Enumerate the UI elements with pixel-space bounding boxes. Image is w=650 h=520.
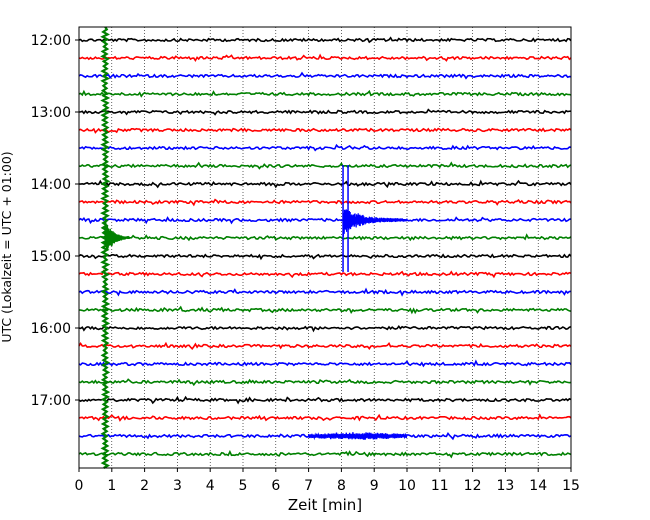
y-tick-label: 17:00 <box>31 393 71 409</box>
trace-row <box>78 413 572 422</box>
y-tick-label: 13:00 <box>31 105 71 121</box>
x-tick-label: 8 <box>337 478 346 494</box>
y-axis-ticks: 12:00 13:00 14:00 15:00 16:00 17:00 <box>31 33 79 409</box>
trace-row <box>78 127 572 134</box>
event-bulge <box>307 432 408 441</box>
x-tick-label: 9 <box>370 478 379 494</box>
trace-row <box>78 341 572 350</box>
x-tick-label: 14 <box>529 478 547 494</box>
x-tick-label: 4 <box>206 478 215 494</box>
trace-row <box>78 287 572 297</box>
y-tick-label: 16:00 <box>31 321 71 337</box>
x-tick-label: 5 <box>239 478 248 494</box>
trace-row <box>78 395 572 405</box>
x-tick-label: 6 <box>271 478 280 494</box>
x-tick-label: 15 <box>562 478 580 494</box>
trace-row <box>78 378 572 387</box>
event-spike <box>99 26 111 469</box>
y-tick-label: 15:00 <box>31 249 71 265</box>
trace-row <box>78 233 572 242</box>
y-tick-label: 14:00 <box>31 177 71 193</box>
x-tick-label: 12 <box>464 478 482 494</box>
x-tick-label: 0 <box>75 478 84 494</box>
x-tick-label: 1 <box>107 478 116 494</box>
x-tick-label: 2 <box>140 478 149 494</box>
trace-row <box>78 359 572 368</box>
x-tick-label: 7 <box>304 478 313 494</box>
trace-row <box>78 143 572 152</box>
trace-row <box>78 53 572 63</box>
y-axis-label: UTC (Lokalzeit = UTC + 01:00) <box>0 151 14 342</box>
trace-row <box>78 324 572 333</box>
event-coda <box>104 221 131 251</box>
trace-row <box>78 36 572 44</box>
event-coda <box>342 209 408 237</box>
x-tick-label: 11 <box>431 478 449 494</box>
x-tick-label: 10 <box>398 478 416 494</box>
trace-row <box>78 449 572 459</box>
trace-row <box>78 89 572 98</box>
x-tick-label: 13 <box>496 478 514 494</box>
trace-row <box>78 71 572 80</box>
seismic-events <box>99 26 408 469</box>
trace-row <box>78 198 572 207</box>
trace-row <box>78 305 572 315</box>
x-tick-label: 3 <box>173 478 182 494</box>
trace-row <box>78 108 572 116</box>
trace-row <box>78 179 572 189</box>
y-tick-label: 12:00 <box>31 33 71 49</box>
trace-row <box>78 269 572 279</box>
plot-frame <box>78 26 572 469</box>
x-axis-label: Zeit [min] <box>288 496 362 514</box>
x-axis-ticks: 0 1 2 3 4 5 6 7 8 9 10 11 12 13 14 15 <box>75 468 580 494</box>
trace-row <box>78 216 572 225</box>
trace-row <box>78 161 572 170</box>
trace-rows <box>78 36 572 459</box>
trace-row <box>78 253 572 261</box>
